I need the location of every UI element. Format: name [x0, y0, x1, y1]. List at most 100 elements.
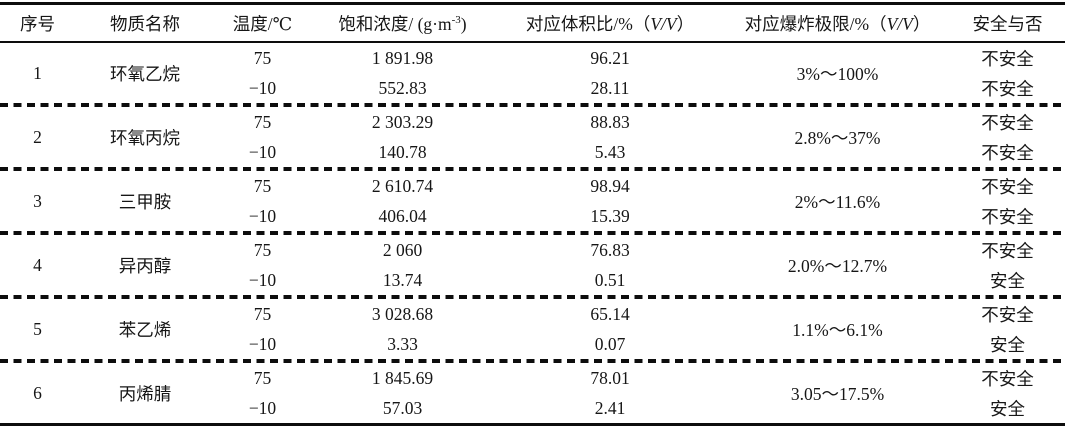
dashed-rule [0, 295, 1065, 299]
cell-explosion-limit: 2.0%～12.7% [787, 255, 888, 276]
dashed-rule [0, 167, 1065, 171]
cell-safety: 安全 [990, 334, 1025, 355]
cell-volume-ratio: 78.01 [590, 367, 630, 388]
cell-volume-ratio: 0.51 [594, 269, 626, 290]
table-row: −10 552.83 28.11 不安全 [0, 73, 1065, 103]
cell-temperature: −10 [248, 333, 277, 354]
table-row: 3 三甲胺 75 2 610.74 98.94 2%～11.6% 不安全 [0, 171, 1065, 212]
cell-temperature: 75 [253, 111, 272, 132]
col-header-volume-ratio: 对应体积比/%（V/V） [495, 3, 725, 43]
cell-volume-ratio: 96.21 [590, 47, 630, 68]
cell-safety: 安全 [990, 398, 1025, 419]
cell-explosion-limit: 3%～100% [796, 63, 879, 84]
volume-ratio-header-text: 对应体积比/%（ [525, 13, 651, 34]
cell-saturation: 13.74 [382, 269, 423, 290]
table-row: 5 苯乙烯 75 3 028.68 65.14 1.1%～6.1% 不安全 [0, 299, 1065, 340]
explosion-limit-vv: V/V [886, 13, 913, 34]
cell-temperature: −10 [248, 269, 277, 290]
cell-safety: 不安全 [981, 176, 1034, 197]
col-header-explosion-limit: 对应爆炸极限/%（V/V） [725, 3, 950, 43]
cell-saturation: 2 610.74 [371, 175, 434, 196]
table-row: 6 丙烯腈 75 1 845.69 78.01 3.05～17.5% 不安全 [0, 363, 1065, 404]
table-row: −10 3.33 0.07 安全 [0, 329, 1065, 359]
cell-temperature: −10 [248, 141, 277, 162]
cell-saturation: 2 303.29 [371, 111, 434, 132]
cell-volume-ratio: 5.43 [594, 141, 626, 162]
table-row: −10 140.78 5.43 不安全 [0, 137, 1065, 167]
cell-safety: 不安全 [981, 48, 1034, 69]
saturation-exponent: -3 [451, 13, 461, 26]
cell-saturation: 3 028.68 [371, 303, 434, 324]
explosion-limit-header-close: ） [912, 13, 931, 34]
cell-explosion-limit: 2%～11.6% [794, 191, 881, 212]
cell-explosion-limit: 3.05～17.5% [790, 383, 885, 404]
volume-ratio-vv: V/V [650, 13, 677, 34]
cell-substance: 苯乙烯 [118, 319, 172, 340]
cell-substance: 环氧丙烷 [110, 127, 180, 148]
group-divider [0, 167, 1065, 171]
cell-index: 6 [33, 382, 42, 403]
table-row: 4 异丙醇 75 2 060 76.83 2.0%～12.7% 不安全 [0, 235, 1065, 276]
saturation-header-text: 饱和浓度/ (g·m [338, 13, 452, 34]
cell-temperature: 75 [253, 239, 272, 260]
group-divider [0, 359, 1065, 363]
cell-temperature: −10 [248, 397, 277, 418]
group-divider [0, 231, 1065, 235]
header-row: 序号 物质名称 温度/℃ 饱和浓度/ (g·m-3) 对应体积比/%（V/V） … [0, 3, 1065, 43]
saturation-header-close: ) [460, 13, 467, 34]
col-header-index: 序号 [0, 3, 75, 43]
dashed-rule [0, 103, 1065, 107]
cell-safety: 安全 [990, 270, 1025, 291]
cell-saturation: 2 060 [382, 239, 423, 260]
cell-index: 1 [33, 62, 42, 83]
table-row: −10 406.04 15.39 不安全 [0, 201, 1065, 231]
cell-volume-ratio: 76.83 [590, 239, 630, 260]
cell-volume-ratio: 0.07 [594, 333, 626, 354]
cell-explosion-limit: 2.8%～37% [794, 127, 881, 148]
cell-index: 3 [33, 190, 42, 211]
cell-substance: 环氧乙烷 [110, 63, 180, 84]
col-header-temperature: 温度/℃ [215, 3, 310, 43]
dashed-rule [0, 359, 1065, 363]
cell-saturation: 406.04 [378, 205, 427, 226]
cell-volume-ratio: 98.94 [590, 175, 630, 196]
dashed-rule [0, 231, 1065, 235]
cell-index: 4 [33, 254, 42, 275]
cell-safety: 不安全 [981, 206, 1034, 227]
cell-saturation: 3.33 [387, 333, 418, 354]
cell-saturation: 1 845.69 [371, 367, 434, 388]
table-row: −10 13.74 0.51 安全 [0, 265, 1065, 295]
cell-temperature: −10 [248, 77, 277, 98]
cell-index: 2 [33, 126, 42, 147]
cell-saturation: 140.78 [378, 141, 427, 162]
explosion-limit-header-text: 对应爆炸极限/%（ [744, 13, 887, 34]
col-header-saturation: 饱和浓度/ (g·m-3) [310, 3, 495, 43]
cell-volume-ratio: 15.39 [590, 205, 630, 226]
col-header-substance: 物质名称 [75, 3, 215, 43]
cell-saturation: 57.03 [382, 397, 423, 418]
cell-substance: 异丙醇 [118, 255, 172, 276]
cell-volume-ratio: 65.14 [590, 303, 630, 324]
cell-explosion-limit: 1.1%～6.1% [792, 319, 883, 340]
table-row: 2 环氧丙烷 75 2 303.29 88.83 2.8%～37% 不安全 [0, 107, 1065, 148]
cell-index: 5 [33, 318, 42, 339]
cell-substance: 丙烯腈 [118, 383, 172, 404]
group-divider [0, 295, 1065, 299]
cell-temperature: 75 [253, 175, 272, 196]
cell-safety: 不安全 [981, 112, 1034, 133]
cell-temperature: −10 [248, 205, 277, 226]
cell-safety: 不安全 [981, 368, 1034, 389]
cell-safety: 不安全 [981, 240, 1034, 261]
cell-temperature: 75 [253, 367, 272, 388]
volume-ratio-header-close: ） [676, 13, 695, 34]
cell-safety: 不安全 [981, 142, 1034, 163]
cell-safety: 不安全 [981, 78, 1034, 99]
cell-volume-ratio: 2.41 [594, 397, 626, 418]
cell-volume-ratio: 88.83 [590, 111, 630, 132]
cell-temperature: 75 [253, 303, 272, 324]
table-row: −10 57.03 2.41 安全 [0, 393, 1065, 425]
table-row: 1 环氧乙烷 75 1 891.98 96.21 3%～100% 不安全 [0, 42, 1065, 84]
cell-safety: 不安全 [981, 304, 1034, 325]
cell-substance: 三甲胺 [118, 191, 172, 212]
